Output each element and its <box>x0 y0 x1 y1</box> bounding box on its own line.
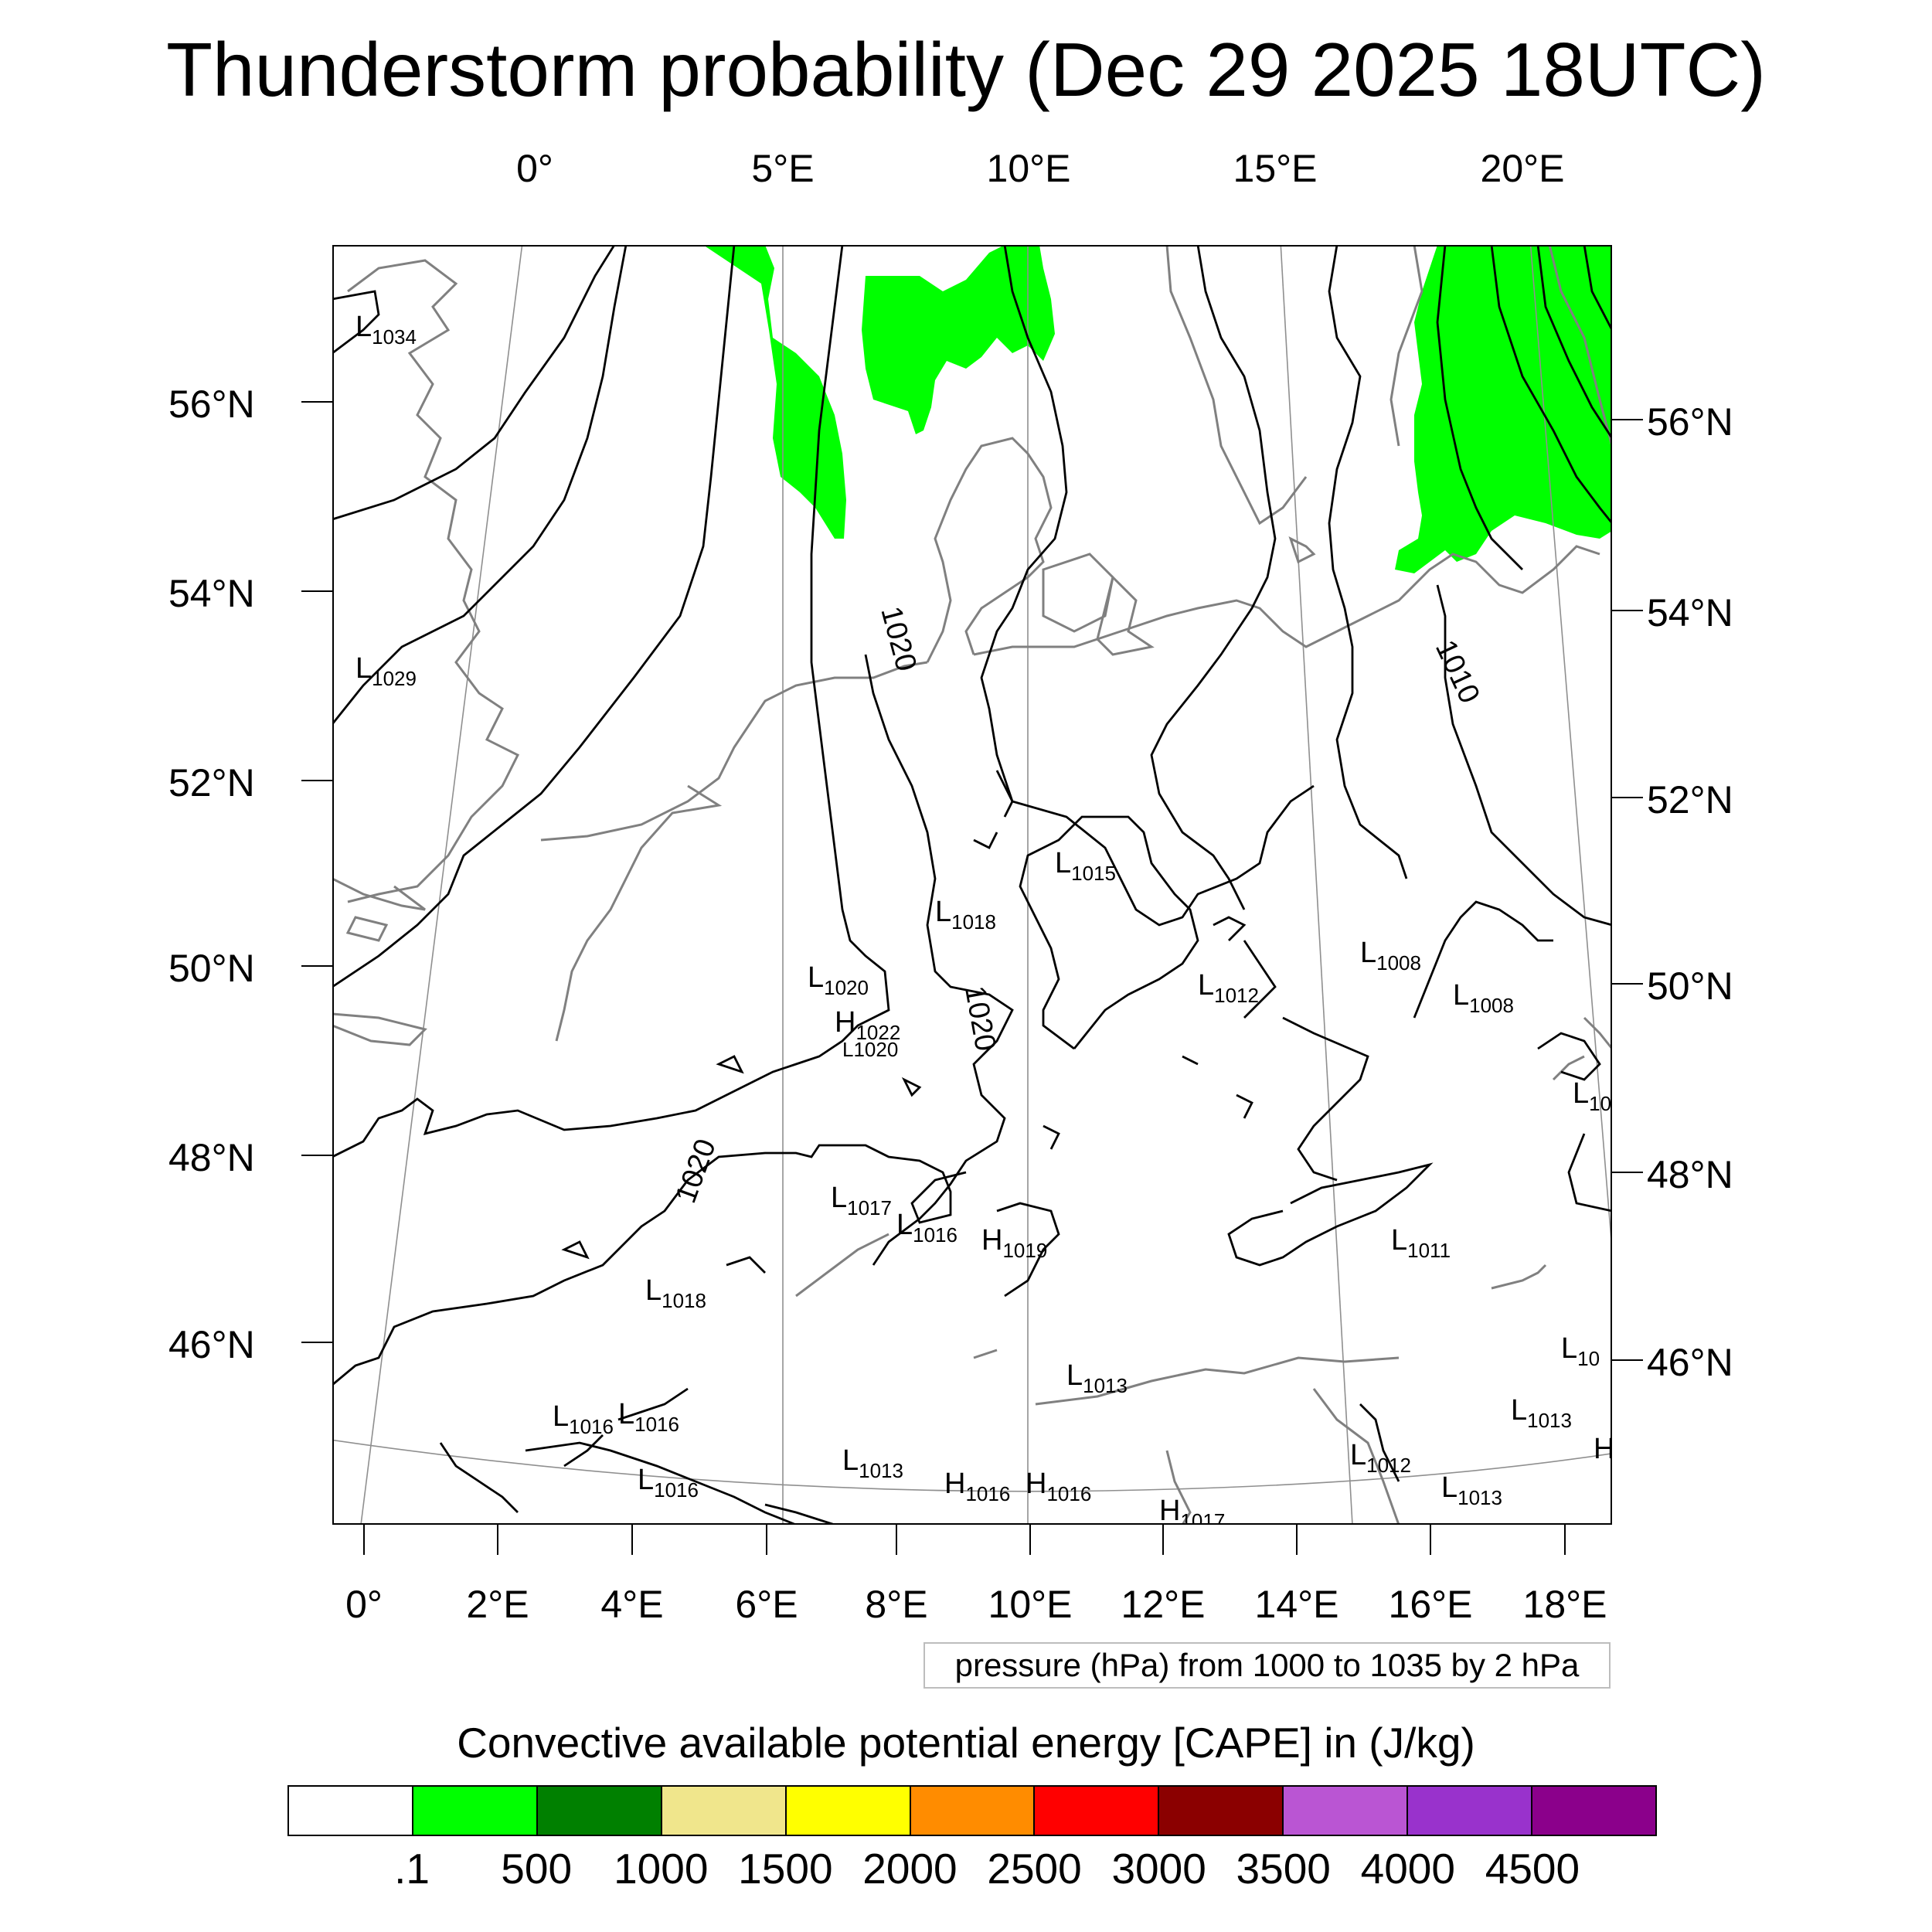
pressure-center: L1011 <box>1391 1224 1451 1262</box>
left-lat-label: 54°N <box>168 572 255 615</box>
pressure-note: pressure (hPa) from 1000 to 1035 by 2 hP… <box>923 1642 1611 1689</box>
cape-area <box>1395 245 1612 573</box>
map-panel: 1020 1020 1020 1010 L1034 L1029 L1015 L1… <box>332 245 1612 1525</box>
colorbar-swatch <box>1159 1787 1284 1835</box>
isobar-label: 1010 <box>1429 635 1486 708</box>
pressure-center: H1022 <box>835 1006 900 1044</box>
pressure-center: L1016 <box>618 1398 679 1436</box>
colorbar <box>287 1785 1657 1836</box>
right-lat-label: 46°N <box>1647 1341 1733 1384</box>
pressure-center: L1008 <box>1360 937 1421 975</box>
bottom-lon-label: 10°E <box>988 1583 1073 1626</box>
pressure-center: L1029 <box>355 652 417 690</box>
bottom-lon-label: 14°E <box>1254 1583 1339 1626</box>
left-lat-label: 50°N <box>168 947 255 990</box>
colorbar-swatch <box>662 1787 787 1835</box>
pressure-center: L1016 <box>896 1209 957 1247</box>
pressure-center: L1018 <box>645 1274 706 1312</box>
pressure-centers: L1034 L1029 L1015 L1018 L1020 H1022 L102… <box>355 311 1612 1525</box>
right-lat-label: 56°N <box>1647 400 1733 444</box>
pressure-center: L1013 <box>1066 1359 1128 1397</box>
colorbar-title: Convective available potential energy [C… <box>457 1719 1475 1767</box>
colorbar-tick-label: 1000 <box>614 1845 709 1893</box>
colorbar-swatch <box>1035 1787 1160 1835</box>
isobars <box>332 245 1612 1525</box>
left-lat-label: 52°N <box>168 761 255 804</box>
left-lat-label: 56°N <box>168 383 255 426</box>
colorbar-tick-label: 3500 <box>1236 1845 1331 1893</box>
pressure-center: L1020 <box>808 961 869 999</box>
pressure-center: L1013 <box>1441 1471 1502 1509</box>
isobar-label: 1020 <box>958 984 1002 1054</box>
map-title: Thunderstorm probability (Dec 29 2025 18… <box>166 27 1766 112</box>
colorbar-swatch <box>413 1787 538 1835</box>
left-lat-label: 48°N <box>168 1136 255 1179</box>
pressure-center: L1020 <box>842 1038 898 1061</box>
colorbar-tick-label: 4500 <box>1485 1845 1580 1893</box>
left-lat-label: 46°N <box>168 1323 255 1366</box>
pressure-center: L1013 <box>1511 1394 1572 1432</box>
pressure-center: H1017 <box>1159 1495 1225 1525</box>
isobar-label: 1020 <box>874 603 922 675</box>
bottom-lon-label: 12°E <box>1121 1583 1206 1626</box>
pressure-center: L10 <box>1561 1332 1600 1370</box>
right-lat-label: 48°N <box>1647 1153 1733 1196</box>
cape-shading <box>703 245 1612 573</box>
colorbar-swatch <box>910 1787 1036 1835</box>
bottom-lon-label: 4°E <box>600 1583 664 1626</box>
colorbar-tick-label: 2000 <box>862 1845 957 1893</box>
top-lon-label: 20°E <box>1480 147 1565 190</box>
coastlines <box>332 245 1612 1525</box>
right-lat-label: 50°N <box>1647 964 1733 1008</box>
cape-area <box>703 245 846 539</box>
pressure-center: L1012 <box>1350 1439 1411 1477</box>
pressure-center: H <box>1594 1433 1612 1465</box>
pressure-center: H1016 <box>944 1468 1010 1505</box>
cape-area <box>862 245 1055 434</box>
bottom-lon-label: 2°E <box>466 1583 529 1626</box>
right-ticks <box>1612 419 1643 1361</box>
top-lon-label: 0° <box>516 147 553 190</box>
colorbar-tick-label: 4000 <box>1360 1845 1455 1893</box>
bottom-lon-label: 8°E <box>865 1583 928 1626</box>
colorbar-swatch <box>1532 1787 1655 1835</box>
colorbar-tick-label: 3000 <box>1111 1845 1206 1893</box>
pressure-center: L1015 <box>1055 847 1116 885</box>
top-lon-label: 10°E <box>986 147 1071 190</box>
bottom-ticks <box>363 1524 1566 1555</box>
colorbar-tick-label: 1500 <box>738 1845 833 1893</box>
bottom-lon-label: 18°E <box>1522 1583 1607 1626</box>
pressure-center: L1018 <box>935 896 996 934</box>
isobar-label: 1020 <box>670 1134 723 1207</box>
map-frame <box>332 245 1612 1525</box>
colorbar-swatch <box>1408 1787 1533 1835</box>
left-ticks <box>301 401 332 1343</box>
bottom-lon-label: 16°E <box>1388 1583 1473 1626</box>
colorbar-swatch <box>1284 1787 1409 1835</box>
pressure-center: L1016 <box>553 1400 614 1438</box>
colorbar-tick-label: .1 <box>394 1845 430 1893</box>
pressure-center: H1016 <box>1026 1468 1091 1505</box>
pressure-center: L1034 <box>355 311 417 349</box>
pressure-center: L10 <box>1573 1077 1611 1115</box>
colorbar-swatch <box>786 1787 911 1835</box>
colorbar-tick-label: 2500 <box>987 1845 1082 1893</box>
right-lat-label: 54°N <box>1647 591 1733 634</box>
bottom-lon-label: 6°E <box>735 1583 798 1626</box>
top-lon-label: 5°E <box>751 147 815 190</box>
colorbar-swatch <box>537 1787 662 1835</box>
colorbar-swatch <box>289 1787 413 1835</box>
colorbar-tick-label: 500 <box>501 1845 573 1893</box>
pressure-center: L1012 <box>1198 969 1259 1007</box>
bottom-lon-label: 0° <box>345 1583 383 1626</box>
right-lat-label: 52°N <box>1647 778 1733 821</box>
colorbar-labels: .1 500 1000 1500 2000 2500 3000 3500 4000 4500 <box>0 1843 1932 1897</box>
pressure-center: L1013 <box>842 1444 903 1482</box>
top-lon-label: 15°E <box>1233 147 1318 190</box>
pressure-center: L1016 <box>638 1464 699 1502</box>
pressure-center: L1017 <box>831 1182 892 1219</box>
pressure-center: L1008 <box>1453 979 1514 1017</box>
pressure-center: H1019 <box>981 1224 1047 1262</box>
